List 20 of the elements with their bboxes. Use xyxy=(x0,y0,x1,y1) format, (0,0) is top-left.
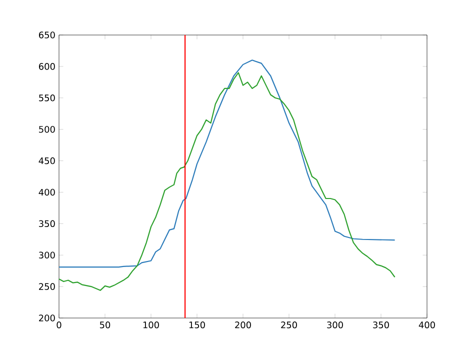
y-tick-label: 300 xyxy=(39,252,55,258)
y-tick-label: 250 xyxy=(39,283,55,290)
line-series xyxy=(58,60,396,268)
x-tick-label: 300 xyxy=(327,322,343,328)
x-tick-label: 0 xyxy=(56,322,62,328)
x-tick-label: 100 xyxy=(143,322,159,328)
x-tick-label: 400 xyxy=(418,322,435,328)
x-tick-label: 150 xyxy=(189,322,205,328)
y-tick-label: 350 xyxy=(39,220,55,228)
y-tick-label: 500 xyxy=(39,126,55,133)
y-tick-label: 450 xyxy=(38,157,55,164)
y-tick-label: 200 xyxy=(39,314,55,322)
y-tick-label: 600 xyxy=(38,63,55,70)
x-tick-label: 50 xyxy=(100,322,110,328)
y-tick-label: 650 xyxy=(38,32,55,38)
x-tick-label: 200 xyxy=(235,322,251,328)
y-tick-label: 550 xyxy=(39,94,55,102)
y-tick-label: 400 xyxy=(38,188,55,196)
x-tick-label: 350 xyxy=(373,322,389,328)
x-tick-label: 250 xyxy=(281,322,297,328)
